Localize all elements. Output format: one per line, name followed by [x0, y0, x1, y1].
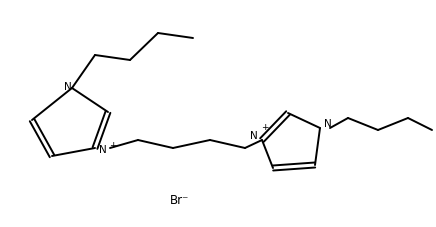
Text: +: +	[109, 141, 117, 150]
Text: N: N	[324, 119, 332, 129]
Text: N: N	[250, 131, 258, 141]
Text: +: +	[261, 123, 269, 133]
Text: N: N	[64, 82, 72, 92]
Text: N: N	[99, 145, 107, 155]
Text: Br⁻: Br⁻	[170, 193, 190, 207]
